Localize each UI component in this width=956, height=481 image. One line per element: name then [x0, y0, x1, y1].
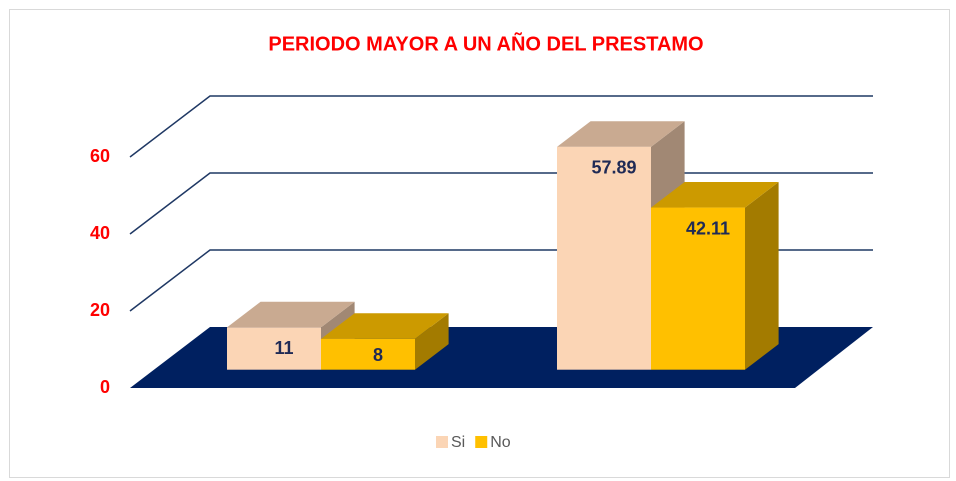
chart-border	[9, 9, 950, 478]
bar-side	[415, 313, 449, 370]
data-label: 8	[373, 345, 383, 365]
chart-title: PERIODO MAYOR A UN AÑO DEL PRESTAMO	[268, 32, 703, 55]
bar-top	[651, 181, 779, 208]
bar	[557, 146, 651, 370]
data-label: 57.89	[591, 158, 636, 178]
y-tick-label: 0	[100, 377, 110, 397]
legend-label: Si	[451, 434, 465, 451]
legend-swatch	[475, 436, 488, 448]
bar-top	[321, 313, 449, 339]
y-tick-label: 20	[90, 300, 110, 320]
y-tick-label: 60	[90, 146, 110, 166]
y-tick-label: 40	[90, 223, 110, 243]
legend-label: No	[490, 434, 511, 451]
bar	[227, 327, 321, 370]
bar-top	[227, 301, 355, 328]
bar-side	[745, 181, 779, 370]
grid-line	[129, 95, 873, 158]
bar-top	[557, 121, 685, 147]
bar	[651, 207, 745, 370]
legend-swatch	[436, 436, 448, 448]
bar	[321, 338, 415, 370]
data-label: 42.11	[686, 218, 730, 238]
data-label: 11	[274, 338, 293, 358]
